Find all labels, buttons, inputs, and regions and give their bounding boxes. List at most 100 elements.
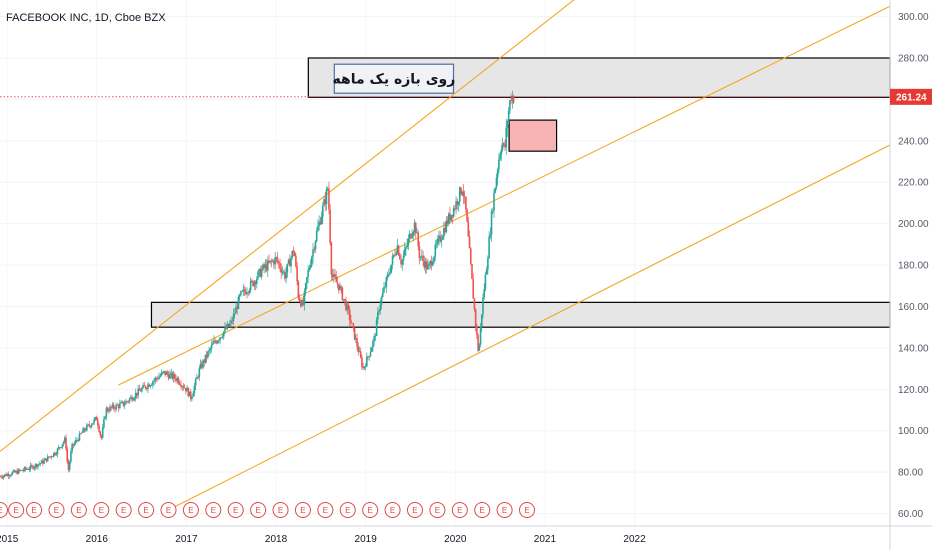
candle-body (28, 469, 31, 471)
candle-body (401, 260, 404, 265)
candle-body (300, 301, 302, 307)
candle-body (1, 477, 4, 478)
earnings-marker[interactable]: E (429, 502, 446, 518)
candle-body (92, 422, 94, 425)
candle-body (399, 255, 401, 260)
candle-body (10, 474, 12, 476)
candle-body (241, 291, 243, 292)
candle-body (386, 274, 389, 278)
time-axis[interactable]: 2015 2016 2017 2018 2019 2020 2021 2022 (0, 525, 932, 545)
price-tick-label: 100.00 (898, 426, 929, 437)
earnings-marker[interactable]: E (182, 502, 199, 518)
earnings-marker-label: E (233, 506, 238, 515)
earnings-marker[interactable]: E (70, 502, 87, 518)
annotation-box[interactable]: روی بازه یک ماهه (333, 63, 456, 94)
earnings-marker[interactable]: E (362, 502, 379, 518)
earnings-marker[interactable]: E (474, 502, 491, 518)
candle-body (301, 299, 303, 307)
candle-body (48, 456, 50, 458)
candle-body (424, 261, 427, 268)
candle-body (49, 456, 51, 458)
earnings-marker-circle (272, 502, 289, 518)
candle-body (309, 265, 312, 269)
candle-body (53, 452, 55, 457)
candle-body (32, 465, 34, 469)
earnings-marker[interactable]: E (339, 502, 356, 518)
earnings-marker[interactable]: E (160, 502, 177, 518)
earnings-marker[interactable]: E (115, 502, 132, 518)
earnings-marker[interactable]: E (451, 502, 468, 518)
candle-body (313, 249, 316, 251)
candle-body (209, 348, 212, 350)
candle-body (192, 393, 194, 397)
candle-body (500, 149, 503, 156)
candle-body (366, 356, 368, 367)
candle-body (119, 403, 121, 408)
earnings-marker[interactable]: E (250, 502, 267, 518)
price-tick-label: 220.00 (898, 178, 929, 189)
earnings-marker[interactable]: E (384, 502, 401, 518)
candle-body (284, 271, 286, 279)
candle-body (61, 444, 64, 448)
candle-body (5, 474, 7, 476)
candle-body (455, 201, 457, 210)
candle-body (452, 208, 455, 217)
candle-body (336, 282, 339, 285)
candle-body (46, 456, 49, 462)
earnings-marker-label: E (121, 506, 126, 515)
earnings-marker[interactable]: E (294, 502, 311, 518)
earnings-marker[interactable]: E (519, 502, 536, 518)
earnings-marker[interactable]: E (496, 502, 513, 518)
price-tick-label: 60.00 (898, 509, 923, 520)
earnings-marker[interactable]: E (48, 502, 65, 518)
candle-body (99, 431, 102, 436)
price-axis[interactable]: 300.00280.00260.00240.00220.00200.00180.… (889, 0, 929, 550)
candle-body (440, 239, 443, 242)
candle-body (512, 96, 515, 103)
earnings-marker-label: E (300, 506, 305, 515)
candle-body (304, 283, 307, 292)
candle-body (128, 398, 131, 402)
candle-body (358, 351, 361, 353)
candle-body (377, 312, 379, 320)
candle-body (323, 199, 325, 206)
candle-body (257, 271, 259, 279)
candle-body (509, 100, 511, 111)
candle-body (86, 425, 88, 431)
candle-body (145, 388, 148, 390)
time-tick-label: 2020 (444, 534, 467, 545)
earnings-marker[interactable]: E (272, 502, 289, 518)
candle-body (164, 370, 166, 375)
candle-body (143, 385, 146, 387)
earnings-marker[interactable]: E (0, 502, 8, 518)
candle-body (172, 374, 175, 379)
candle-body (175, 378, 177, 381)
earnings-marker[interactable]: E (8, 502, 25, 518)
candle-body (120, 402, 122, 404)
candle-body (400, 259, 402, 265)
candle-body (384, 286, 386, 288)
candle-body (306, 277, 308, 284)
candle-body (473, 298, 476, 310)
candle-body (282, 271, 285, 273)
candle-body (291, 250, 294, 258)
candle-body (312, 249, 314, 257)
earnings-marker[interactable]: E (26, 502, 43, 518)
earnings-marker[interactable]: E (227, 502, 244, 518)
earnings-marker[interactable]: E (205, 502, 222, 518)
candle-body (248, 290, 251, 293)
candle-body (488, 236, 490, 259)
earnings-marker[interactable]: E (93, 502, 110, 518)
candle-body (160, 372, 163, 376)
earnings-marker[interactable]: E (138, 502, 155, 518)
candle-body (478, 344, 481, 351)
candle-body (484, 274, 487, 290)
candle-body (381, 292, 384, 297)
candle-body (55, 454, 58, 456)
candle-body (23, 467, 26, 471)
candle-body (357, 346, 360, 352)
earnings-marker[interactable]: E (317, 502, 334, 518)
earnings-marker-label: E (166, 506, 171, 515)
earnings-marker[interactable]: E (406, 502, 423, 518)
